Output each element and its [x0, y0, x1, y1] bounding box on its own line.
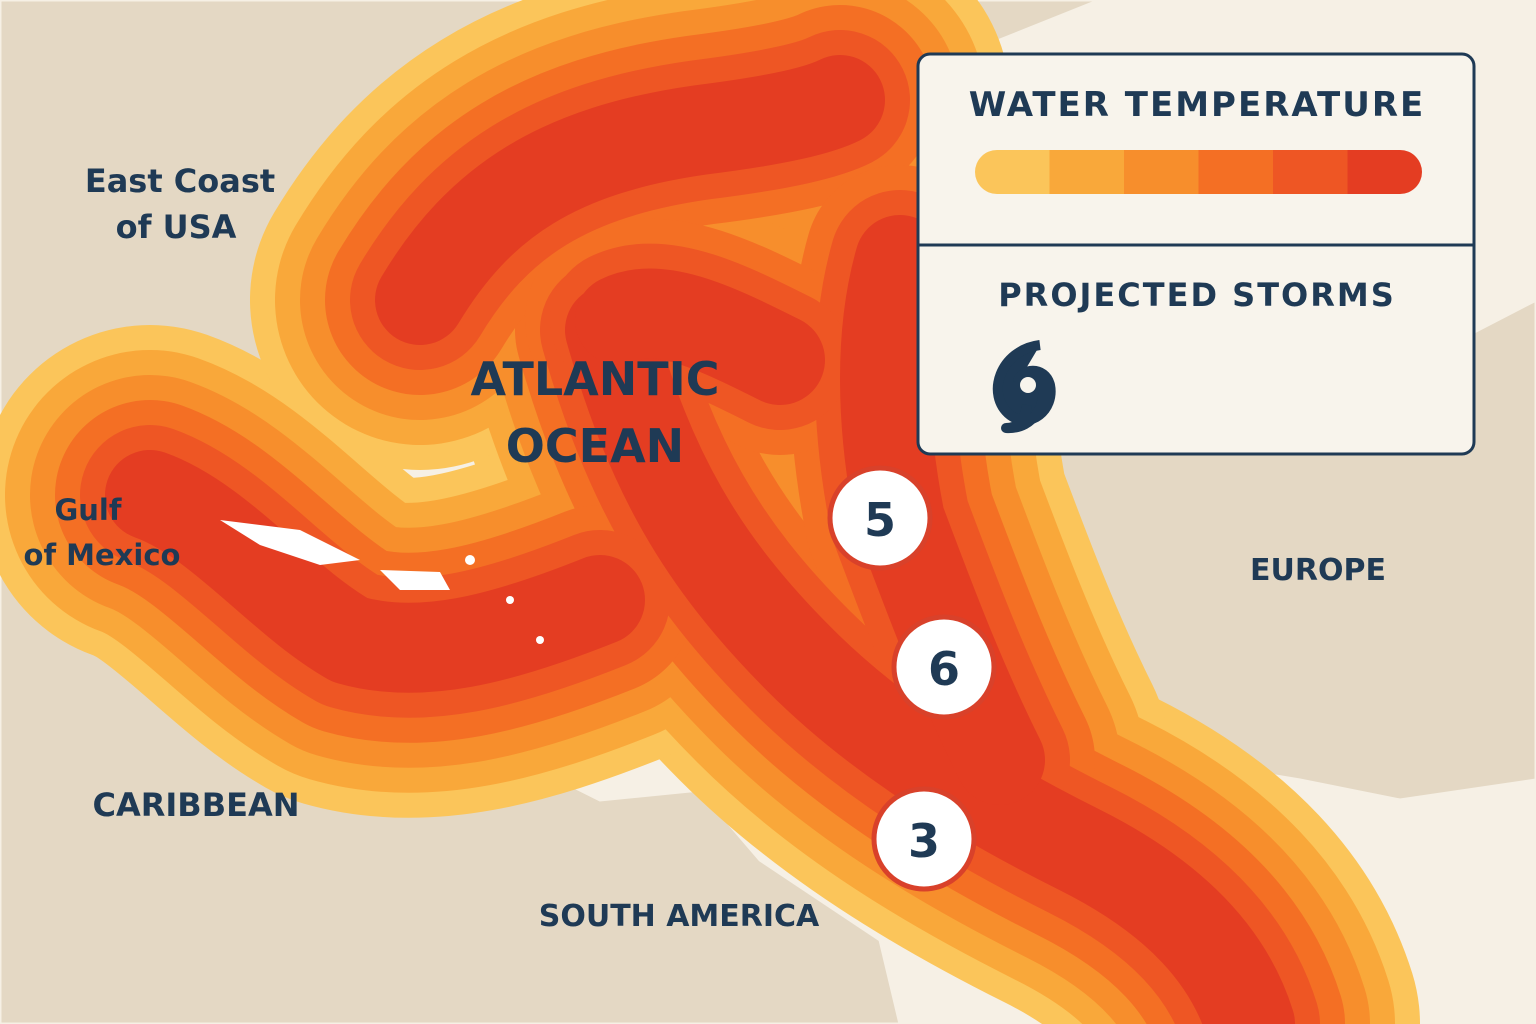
ocean-label-line: ATLANTIC: [470, 352, 719, 406]
legend-title: WATER TEMPERATURE: [969, 85, 1426, 125]
temperature-band: [105, 450, 645, 693]
scale-step: [1347, 150, 1422, 194]
scale-step: [1273, 150, 1349, 194]
south-america-label: SOUTH AMERICA: [539, 899, 820, 934]
storm-count: 5: [864, 493, 896, 547]
storm-marker: [891, 614, 997, 720]
storm-count: 3: [908, 814, 940, 868]
gulf-label: Gulf of Mexico: [24, 493, 181, 572]
hurricane-eye: [1020, 377, 1036, 393]
temperature-band: [565, 285, 1295, 1024]
label-line: of USA: [116, 208, 237, 246]
caribbean-label: CARIBBEAN: [93, 786, 300, 824]
storm-marker: [871, 786, 977, 892]
label-line: East Coast: [85, 162, 275, 200]
legend-title: PROJECTED STORMS: [998, 276, 1396, 314]
temperature-band: [375, 55, 885, 345]
scale-step: [1124, 150, 1200, 194]
label-line: Gulf: [54, 493, 121, 527]
scale-step: [1198, 150, 1274, 194]
ocean-label: ATLANTIC OCEAN: [470, 352, 719, 473]
storm-markers: 5 6 3: [827, 465, 997, 892]
scale-step: [1049, 150, 1125, 194]
storm-count: 6: [928, 642, 960, 696]
scale-step: [975, 150, 1051, 194]
islands: [220, 520, 544, 644]
ocean-label-line: OCEAN: [506, 419, 684, 473]
east-coast-label: East Coast of USA: [85, 162, 275, 246]
storm-marker: [827, 465, 933, 571]
europe-label: EUROPE: [1250, 553, 1386, 588]
sea-temperature: [0, 0, 1420, 1024]
label-line: of Mexico: [24, 538, 181, 572]
temperature-band: [575, 268, 825, 405]
legend: WATER TEMPERATURE PROJECTED STORMS: [916, 52, 1476, 456]
temperature-scale: [975, 150, 1422, 194]
